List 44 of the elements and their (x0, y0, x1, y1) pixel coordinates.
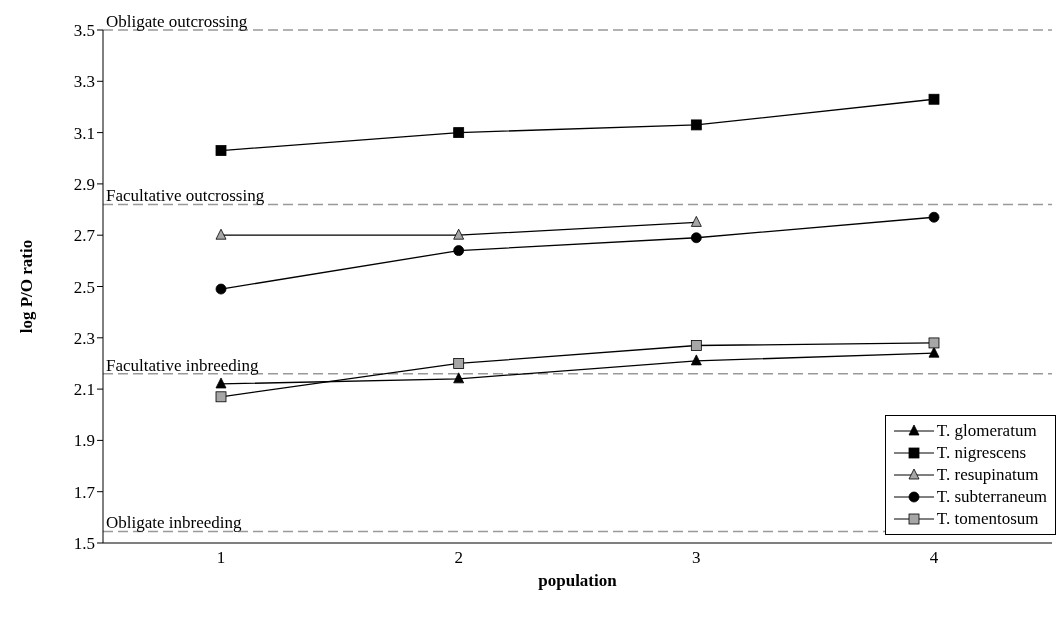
y-tick-label: 2.7 (73, 226, 96, 246)
x-tick-label: 2 (454, 548, 463, 568)
y-tick-label: 2.3 (73, 328, 95, 348)
y-tick-label: 1.9 (73, 431, 95, 451)
legend-label: T. subterraneum (936, 487, 1047, 507)
point (453, 127, 465, 138)
point (928, 93, 940, 105)
x-axis-title: population (538, 571, 618, 590)
point (690, 340, 702, 351)
point (215, 377, 227, 389)
ref-line-label: Obligate outcrossing (106, 12, 248, 31)
y-tick-label: 3.3 (73, 72, 95, 92)
point (453, 228, 465, 240)
x-tick-label: 4 (929, 548, 939, 568)
y-tick-label: 2.9 (73, 174, 95, 194)
legend-label: T. glomeratum (936, 421, 1037, 441)
y-tick-label: 2.1 (73, 380, 95, 400)
y-tick-label: 1.7 (73, 482, 96, 502)
ref-line-label: Facultative outcrossing (106, 186, 265, 206)
point (690, 119, 702, 131)
point (690, 215, 702, 227)
legend-label: T. tomentosum (936, 509, 1039, 529)
y-tick-label: 1.5 (73, 534, 95, 554)
legend-label: T. resupinatum (936, 465, 1039, 485)
ref-line-label: Facultative inbreeding (106, 355, 259, 375)
legend-label: T. nigrescens (936, 443, 1027, 463)
ref-line-label: Obligate inbreeding (106, 513, 242, 533)
y-axis-title: log P/O ratio (17, 239, 37, 334)
point (215, 283, 227, 295)
x-tick-label: 1 (216, 548, 226, 568)
point (215, 228, 227, 240)
y-tick-label: 3.5 (73, 21, 95, 41)
point (690, 232, 702, 244)
point (928, 337, 940, 349)
y-tick-label: 2.5 (73, 277, 95, 297)
point (928, 211, 940, 223)
y-tick-label: 3.1 (73, 123, 95, 143)
point (453, 372, 465, 384)
point (215, 145, 227, 156)
point (453, 245, 465, 256)
point (690, 354, 702, 366)
x-tick-label: 3 (692, 548, 701, 568)
point (215, 391, 227, 403)
point (453, 358, 465, 369)
